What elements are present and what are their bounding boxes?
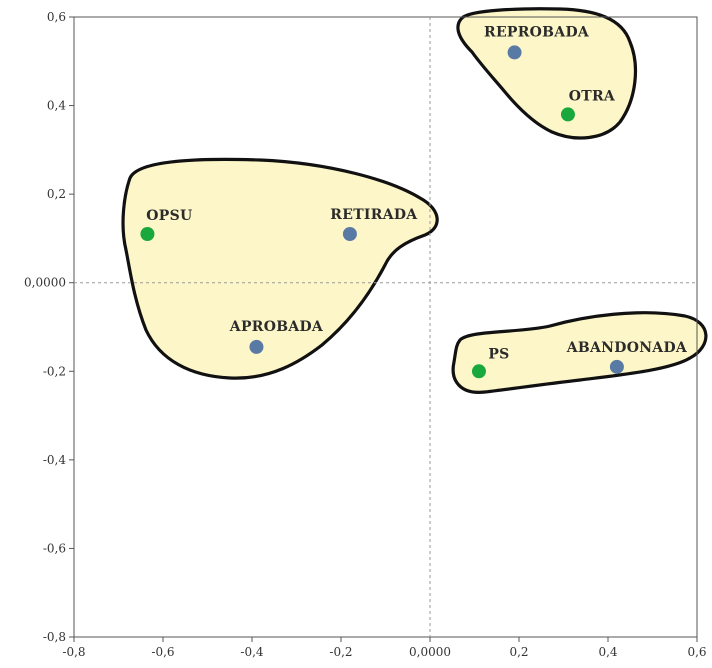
data-point-reprobada [507, 45, 522, 60]
cluster-bottom-right [451, 311, 708, 394]
point-label-reprobada: REPROBADA [484, 24, 590, 40]
x-tick-label: 0,0000 [409, 645, 451, 659]
points-group [140, 45, 624, 379]
point-labels-group: REPROBADA OTRA OPSU RETIRADA APROBADA PS ABAND… [146, 24, 688, 362]
y-tick-label: -0,8 [43, 630, 66, 644]
data-point-retirada [342, 227, 357, 241]
y-tick-label: 0,0000 [24, 276, 66, 290]
y-tick-label: 0,2 [47, 187, 66, 201]
x-tick-label: -0,2 [329, 645, 352, 659]
data-point-ps [471, 364, 486, 379]
y-tick-label: -0,6 [43, 541, 66, 555]
plot-frame [73, 16, 698, 638]
y-tick-label: 0,4 [47, 99, 66, 113]
point-label-abandonada: ABANDONADA [566, 340, 688, 356]
axes-group: -0,8 -0,6 -0,4 -0,2 0,0000 0,2 0,4 0,6 0,6 0,4 0,2… [24, 10, 707, 659]
data-point-otra [560, 107, 575, 122]
data-point-aprobada [249, 339, 264, 354]
point-label-opsu: OPSU [146, 208, 192, 224]
data-point-opsu [140, 227, 155, 241]
cluster-top-right [456, 7, 638, 140]
x-tick-label: 0,2 [509, 645, 528, 659]
cluster-left [121, 157, 439, 380]
point-label-ps: PS [488, 346, 509, 362]
data-point-abandonada [609, 359, 624, 374]
x-tick-label: 0,4 [598, 645, 617, 659]
point-label-otra: OTRA [569, 88, 616, 104]
point-label-retirada: RETIRADA [330, 207, 418, 223]
x-tick-label: -0,4 [240, 645, 264, 659]
x-tick-label: 0,6 [687, 645, 706, 659]
x-tick-label: -0,8 [62, 645, 85, 659]
y-tick-label: -0,4 [43, 453, 67, 467]
x-tick-label: -0,6 [151, 645, 174, 659]
y-tick-label: 0,6 [47, 10, 66, 24]
point-label-aprobada: APROBADA [229, 319, 324, 335]
cluster-group [121, 7, 708, 394]
y-tick-label: -0,2 [43, 364, 66, 378]
